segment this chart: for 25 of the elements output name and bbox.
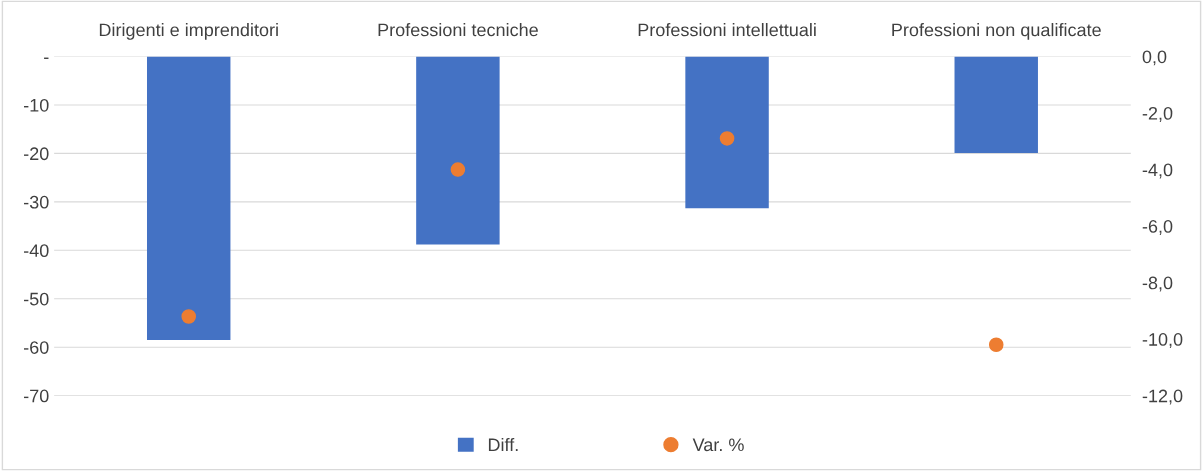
- y2-tick-label: -4,0: [1142, 163, 1173, 179]
- y2-tick-label: 0,0: [1142, 50, 1167, 66]
- y2-tick-label: -2,0: [1142, 106, 1173, 122]
- y-tick-label: -40: [23, 244, 49, 258]
- legend-label: Var. %: [692, 438, 744, 452]
- x-tick-label: Professioni intellettuali: [638, 23, 816, 37]
- point: [450, 162, 466, 177]
- y2-tick-label: -12,0: [1142, 389, 1183, 405]
- y2-tick-label: -6,0: [1142, 220, 1173, 235]
- y-tick-label: -: [44, 57, 49, 59]
- y-tick-label: -70: [23, 389, 49, 403]
- y-tick-label: -60: [23, 341, 49, 354]
- y-tick-label: -50: [23, 292, 49, 306]
- point: [719, 131, 735, 146]
- y-tick-label: -20: [23, 147, 49, 161]
- x-tick-label: Professioni non qualificate: [892, 23, 1101, 40]
- point: [181, 309, 197, 324]
- y2-tick-label: -10,0: [1142, 333, 1183, 348]
- x-tick-label: Dirigenti e imprenditori: [99, 23, 278, 40]
- y-tick-label: -10: [23, 98, 49, 112]
- legend-label: Diff.: [488, 437, 518, 451]
- y-tick-label: -30: [23, 195, 49, 209]
- x-tick-label: Professioni tecniche: [378, 23, 538, 37]
- point: [988, 337, 1004, 353]
- y2-tick-label: -8,0: [1142, 276, 1173, 292]
